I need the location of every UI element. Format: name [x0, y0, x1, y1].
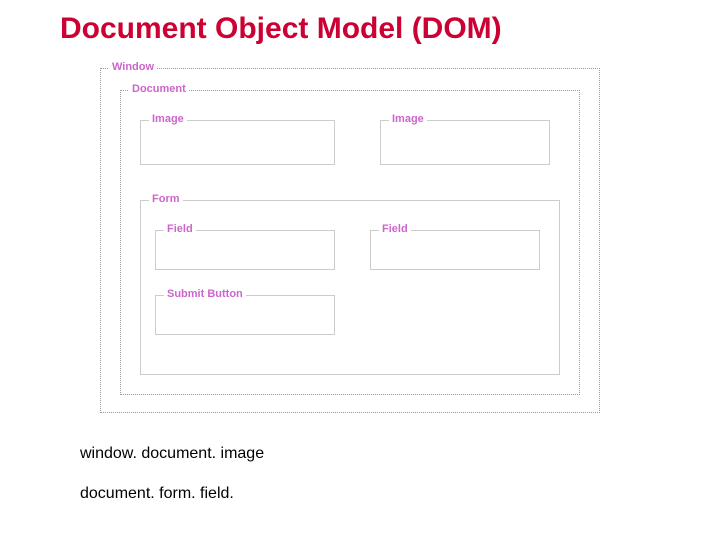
caption-line-1: window. document. image [80, 445, 264, 463]
box-label-form: Form [149, 193, 183, 205]
box-image2: Image [380, 120, 550, 165]
slide-title: Document Object Model (DOM) [0, 0, 720, 46]
box-field2: Field [370, 230, 540, 270]
box-field1: Field [155, 230, 335, 270]
box-submit: Submit Button [155, 295, 335, 335]
caption-line-2: document. form. field. [80, 485, 234, 503]
dom-diagram: WindowDocumentImageImageFormFieldFieldSu… [100, 60, 600, 415]
box-label-document: Document [129, 83, 189, 95]
box-label-field1: Field [164, 223, 196, 235]
box-label-image2: Image [389, 113, 427, 125]
box-label-image1: Image [149, 113, 187, 125]
box-label-submit: Submit Button [164, 288, 246, 300]
box-label-window: Window [109, 61, 157, 73]
box-label-field2: Field [379, 223, 411, 235]
box-image1: Image [140, 120, 335, 165]
